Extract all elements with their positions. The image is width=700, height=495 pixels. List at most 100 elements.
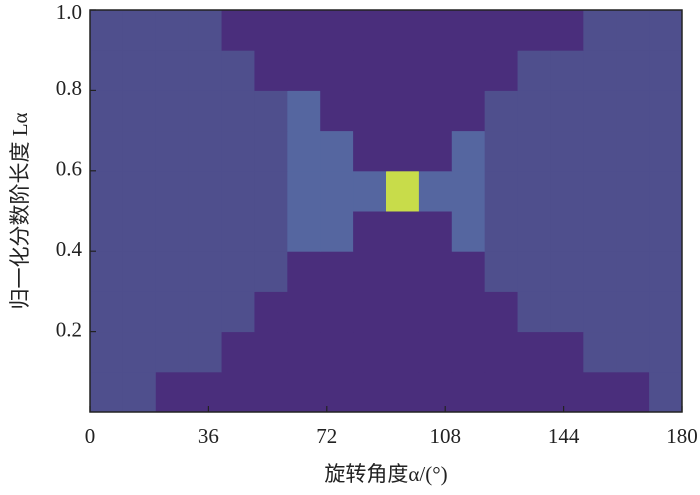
heatmap-cell [550, 130, 584, 172]
heatmap-cell [155, 371, 190, 413]
heatmap-cell [451, 130, 486, 172]
heatmap-cell [254, 90, 288, 132]
heatmap-cell [418, 10, 453, 51]
heatmap-cell [90, 371, 124, 413]
heatmap-cell [386, 90, 420, 132]
heatmap-cell [188, 50, 223, 91]
heatmap-cell [155, 170, 190, 212]
heatmap-cell [583, 170, 617, 212]
heatmap-cell [287, 90, 321, 132]
heatmap-cell [320, 130, 354, 172]
heatmap-cell [287, 170, 321, 212]
heatmap-cell [254, 10, 288, 51]
heatmap-cell [484, 90, 519, 132]
heatmap-cell [353, 90, 387, 132]
heatmap-cell [90, 130, 124, 172]
heatmap-cell [353, 331, 387, 373]
heatmap-cell [122, 10, 157, 51]
heatmap-cell [353, 371, 387, 413]
heatmap-cell [517, 170, 551, 212]
heatmap-cell [122, 50, 157, 91]
heatmap-cell [90, 291, 124, 333]
heatmap-cell [320, 331, 354, 373]
heatmap-cell [254, 211, 288, 252]
heatmap-cell [122, 211, 157, 252]
heatmap-cell [90, 10, 124, 51]
heatmap-cell [484, 50, 519, 91]
heatmap-cell [451, 50, 486, 91]
heatmap-cell [155, 50, 190, 91]
heatmap-cell [616, 331, 650, 373]
heatmap-cell [155, 211, 190, 252]
heatmap-cell [320, 170, 354, 212]
heatmap-cell [254, 371, 288, 413]
heatmap-cell [221, 10, 255, 51]
heatmap-cell [188, 291, 223, 333]
heatmap-cell [517, 291, 551, 333]
heatmap-cell [583, 371, 617, 413]
heatmap-cell [122, 90, 157, 132]
heatmap-cell [122, 291, 157, 333]
heatmap-cell [221, 211, 255, 252]
heatmap-cell [386, 331, 420, 373]
x-tick-label: 108 [429, 424, 461, 448]
heatmap-cell [254, 251, 288, 292]
heatmap-cell [550, 10, 584, 51]
heatmap-cell [649, 371, 683, 413]
heatmap-cell [550, 331, 584, 373]
x-tick-label: 72 [316, 424, 337, 448]
heatmap-cell [451, 90, 486, 132]
heatmap-cell [320, 50, 354, 91]
heatmap-cell [418, 251, 453, 292]
heatmap-cell [287, 291, 321, 333]
heatmap-cell [320, 10, 354, 51]
heatmap-cell [517, 10, 551, 51]
heatmap-cell [649, 251, 683, 292]
y-tick-label: 1.0 [56, 0, 82, 24]
heatmap-cell [320, 371, 354, 413]
heatmap-cell [254, 291, 288, 333]
heatmap-cell [451, 10, 486, 51]
heatmap-cell [451, 371, 486, 413]
heatmap-cell [122, 251, 157, 292]
heatmap-cell [550, 211, 584, 252]
heatmap-cell [517, 130, 551, 172]
heatmap-cell [484, 130, 519, 172]
heatmap-cell [484, 170, 519, 212]
heatmap-cell [484, 10, 519, 51]
heatmap-cell [451, 291, 486, 333]
heatmap-cell [386, 251, 420, 292]
x-axis-label: 旋转角度α/(°) [324, 462, 447, 486]
heatmap-cell [386, 130, 420, 172]
x-tick-label: 36 [198, 424, 219, 448]
heatmap-cell [451, 331, 486, 373]
heatmap-cell [386, 371, 420, 413]
heatmap-cell [550, 291, 584, 333]
heatmap-cell [353, 50, 387, 91]
heatmap-cell [188, 371, 223, 413]
heatmap-cell [517, 331, 551, 373]
heatmap-cell [287, 50, 321, 91]
heatmap-cell [517, 211, 551, 252]
heatmap-cell [649, 291, 683, 333]
heatmap-cell [418, 291, 453, 333]
heatmap-cell [583, 90, 617, 132]
heatmap-cell [122, 331, 157, 373]
heatmap-cell [616, 291, 650, 333]
heatmap-cell [484, 211, 519, 252]
heatmap-cell [649, 170, 683, 212]
heatmap-cell [649, 10, 683, 51]
x-tick-label: 144 [548, 424, 580, 448]
heatmap-cell [188, 211, 223, 252]
heatmap-cell [188, 170, 223, 212]
heatmap-cell [254, 170, 288, 212]
heatmap-cell [517, 251, 551, 292]
heatmap-cell [90, 211, 124, 252]
heatmap-cell [484, 251, 519, 292]
heatmap-cell [386, 50, 420, 91]
heatmap-cell [287, 251, 321, 292]
heatmap-cell [90, 170, 124, 212]
y-tick-label: 0.4 [56, 237, 83, 261]
heatmap-cell [155, 90, 190, 132]
